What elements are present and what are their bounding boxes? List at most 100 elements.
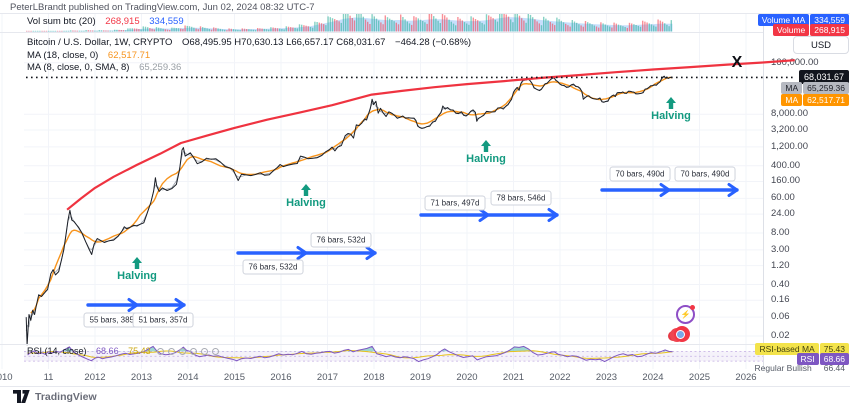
ma8-price-badge: MA 65,259.36 — [781, 82, 849, 94]
ma8-title: MA (8, close, 0, SMA, 8) — [27, 62, 130, 73]
ma18-price-badge: MA 62,517.71 — [781, 93, 849, 106]
reaction-lightning-icon[interactable]: ⚡ — [676, 305, 695, 324]
divergence-row: Regular Bullish 66.44 — [755, 363, 845, 373]
ma8-legend[interactable]: MA (8, close, 0, SMA, 8) 65,259.36 — [27, 62, 181, 73]
x-mark-annotation[interactable]: X — [731, 54, 743, 71]
halving-label: Halving — [651, 110, 691, 122]
volume-badge-label: Volume — [772, 23, 810, 36]
price-tick: 400.00 — [771, 159, 801, 171]
rsi-badge-value: 68.66 — [819, 352, 849, 365]
volume-ma-badge: Volume MA 334,559 — [757, 14, 849, 26]
price-tick: 24.00 — [771, 208, 795, 220]
volume-value: 268,915 — [105, 16, 140, 27]
indicator-dot-icon[interactable] — [179, 348, 187, 356]
rsi-line — [27, 345, 673, 363]
halving-label: Halving — [286, 197, 326, 209]
last-price-badge: 68,031.67 — [798, 69, 849, 84]
price-tick: 3,200.00 — [771, 123, 808, 135]
volume-series — [26, 14, 673, 32]
time-tick: 2019 — [409, 372, 432, 383]
time-tick: 2012 — [84, 372, 106, 383]
ma8-value: 65,259.36 — [139, 62, 182, 73]
time-tick: 2026 — [735, 372, 757, 383]
volume-indicator-legend[interactable]: Vol sum btc (20) 268,915 334,559 — [27, 16, 184, 27]
last-price-badge-value: 68,031.67 — [798, 69, 849, 84]
tradingview-brand: TradingView — [35, 391, 97, 403]
reaction-inner-icon — [676, 330, 685, 339]
symbol-legend[interactable]: Bitcoin / U.S. Dollar, 1W, CRYPTO O68,49… — [27, 37, 471, 48]
price-tick: 160.00 — [771, 175, 801, 187]
ma18-title: MA (18, close, 0) — [27, 50, 99, 61]
time-tick: 2015 — [223, 372, 246, 383]
time-tick: 2010 — [0, 372, 13, 383]
reaction-stack-icon[interactable] — [674, 326, 690, 342]
time-axis[interactable]: 2010 11 2012 2013 2014 2015 2016 2017 2018 2019 20… — [0, 369, 850, 386]
indicator-dot-icon[interactable] — [168, 348, 176, 356]
price-tick: 1.20 — [771, 259, 790, 271]
time-tick: 2022 — [549, 372, 571, 383]
rsi-ma-badge-value: 75.43 — [819, 342, 849, 355]
time-tick: 2017 — [316, 372, 339, 383]
time-tick: 2025 — [688, 372, 711, 383]
time-tick: 2018 — [363, 372, 385, 383]
bars-label[interactable]: 55 bars, 385d — [83, 312, 145, 328]
bars-label[interactable]: 71 bars, 497d — [424, 195, 486, 211]
divider — [0, 386, 850, 387]
price-tick: 1,200.00 — [771, 140, 808, 152]
volume-indicator-title: Vol sum btc (20) — [27, 16, 96, 27]
halving-label: Halving — [117, 270, 157, 282]
divider — [0, 344, 763, 345]
rsi-ma-badge-label: RSI-based MA — [755, 342, 819, 355]
price-tick: 0.06 — [771, 311, 790, 323]
halving-marker-2020[interactable]: Halving — [451, 140, 521, 165]
measure-arrow — [419, 208, 559, 222]
symbol-title: Bitcoin / U.S. Dollar, 1W, CRYPTO — [27, 37, 173, 48]
price-tick: 0.02 — [771, 330, 790, 342]
tradingview-logo-icon — [13, 390, 30, 403]
rsi-badge: RSI 68.66 — [796, 352, 849, 365]
price-tick: 0.40 — [771, 278, 790, 290]
volume-badge-value: 268,915 — [810, 23, 849, 36]
volume-ma-badge-label: Volume MA — [757, 14, 810, 26]
halving-marker-2016[interactable]: Halving — [271, 184, 341, 209]
currency-selector[interactable]: USD — [793, 36, 849, 54]
up-arrow-icon — [132, 257, 142, 269]
indicator-dot-icon[interactable] — [190, 348, 198, 356]
indicator-dot-icon[interactable] — [201, 348, 209, 356]
up-arrow-icon — [481, 140, 491, 152]
bars-label[interactable]: 78 bars, 546d — [490, 190, 552, 206]
rsi-legend[interactable]: RSI (14, close) 68.66 75.43 — [27, 346, 220, 356]
rsi-value: 68.66 — [96, 346, 119, 356]
bars-label[interactable]: 76 bars, 532d — [242, 259, 304, 275]
volume-ma-badge-value: 334,559 — [810, 14, 849, 26]
indicator-dot-icon[interactable] — [212, 348, 220, 356]
rsi-ma-value: 75.43 — [128, 346, 151, 356]
price-tick: 160,000.00 — [771, 56, 819, 68]
ma18-value: 62,517.71 — [107, 50, 151, 61]
measure-arrow — [236, 246, 377, 260]
ma8-badge-value: 65,259.36 — [803, 82, 849, 94]
rsi-badge-label: RSI — [796, 352, 819, 365]
time-tick: 2014 — [177, 372, 199, 383]
halving-marker-2024[interactable]: Halving — [636, 97, 706, 122]
rsi-ma-badge: RSI-based MA 75.43 — [755, 342, 849, 355]
ma18-legend[interactable]: MA (18, close, 0) 62,517.71 — [27, 50, 150, 61]
price-tick: 0.16 — [771, 294, 790, 306]
bars-label[interactable]: 76 bars, 532d — [310, 232, 372, 248]
notification-dot — [690, 305, 695, 310]
time-tick: 2016 — [270, 372, 292, 383]
indicator-dot-icon[interactable] — [157, 348, 165, 356]
bars-label[interactable]: 51 bars, 357d — [132, 312, 194, 328]
tradingview-footer[interactable]: TradingView — [13, 390, 97, 404]
price-tick: 60.00 — [771, 192, 795, 204]
time-tick: 2013 — [130, 372, 153, 383]
bars-label[interactable]: 70 bars, 490d — [674, 166, 736, 182]
halving-marker-2012[interactable]: Halving — [102, 257, 172, 282]
price-tick: 8.00 — [771, 227, 790, 239]
halving-label: Halving — [466, 153, 506, 165]
bars-label[interactable]: 70 bars, 490d — [609, 166, 671, 182]
divider — [0, 32, 763, 33]
publish-info[interactable]: PeterLBrandt published on TradingView.co… — [10, 2, 315, 13]
ma8-badge-label: MA — [781, 82, 803, 94]
lightning-icon: ⚡ — [680, 310, 691, 319]
